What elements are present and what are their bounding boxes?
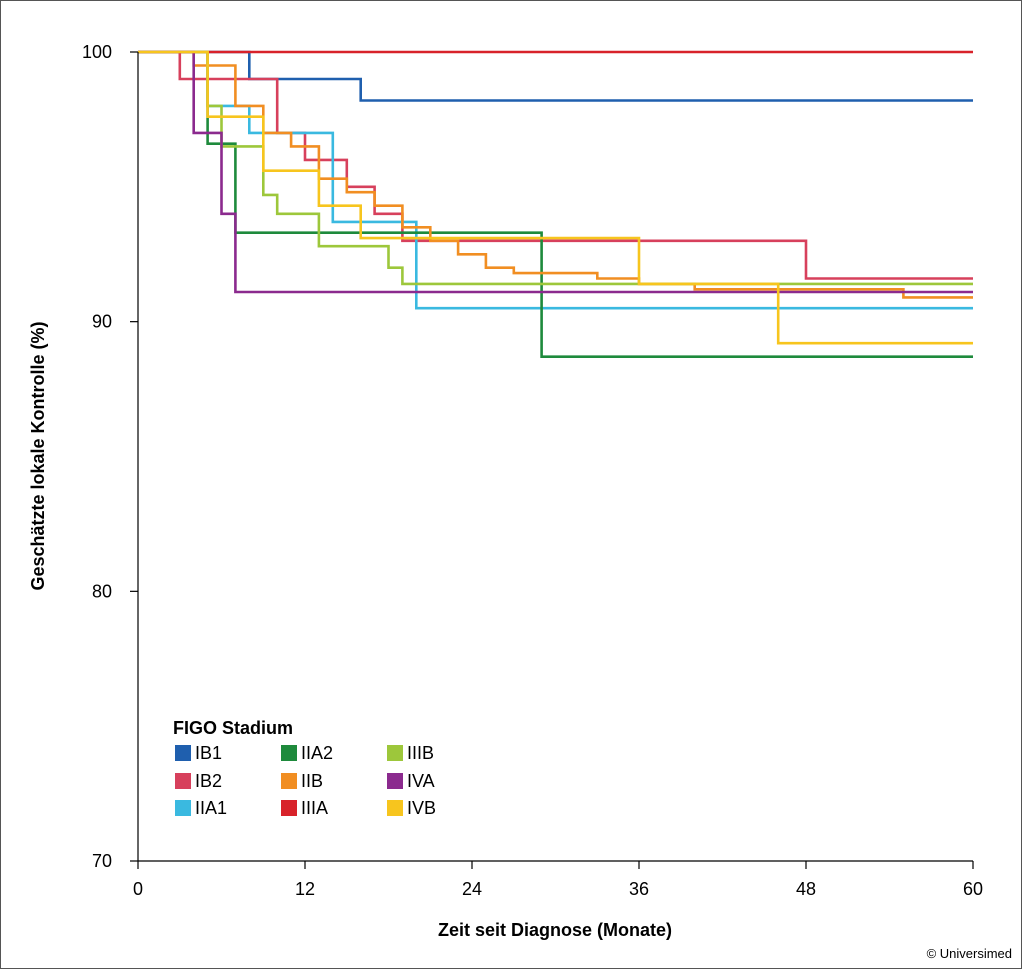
y-axis-title: Geschätzte lokale Kontrolle (%) (28, 321, 48, 590)
x-tick-label: 24 (462, 879, 482, 899)
legend-title: FIGO Stadium (173, 718, 293, 738)
legend-swatch-iia2 (281, 745, 297, 761)
series-line-ib2 (138, 50, 973, 280)
series-line-iia2 (138, 50, 973, 359)
legend-swatch-iiia (281, 800, 297, 816)
y-tick-label: 100 (82, 42, 112, 62)
legend-label-ib2: IB2 (195, 771, 222, 791)
series-line-ib1 (138, 50, 973, 102)
legend-label-iia1: IIA1 (195, 798, 227, 818)
legend-label-iiia: IIIA (301, 798, 328, 818)
y-tick-label: 80 (92, 581, 112, 601)
x-axis-title: Zeit seit Diagnose (Monate) (438, 920, 672, 940)
legend-swatch-iiib (387, 745, 403, 761)
legend-label-iiib: IIIB (407, 743, 434, 763)
legend-label-iia2: IIA2 (301, 743, 333, 763)
legend-swatch-iia1 (175, 800, 191, 816)
y-tick-label: 70 (92, 851, 112, 871)
ticks-layer: 0 12 24 36 48 60 70 80 90 100 (82, 42, 983, 899)
legend-items: IB1 IB2 IIA1 IIA2 IIB IIIA IIIB IVA IVB (175, 743, 436, 818)
legend-swatch-iib (281, 773, 297, 789)
axes-layer (137, 52, 973, 862)
legend-swatch-ivb (387, 800, 403, 816)
copyright-credit: © Universimed (927, 946, 1012, 961)
legend-swatch-iva (387, 773, 403, 789)
legend-label-ivb: IVB (407, 798, 436, 818)
x-tick-label: 60 (963, 879, 983, 899)
legend-swatch-ib1 (175, 745, 191, 761)
legend-label-iib: IIB (301, 771, 323, 791)
legend-label-ib1: IB1 (195, 743, 222, 763)
legend-swatch-ib2 (175, 773, 191, 789)
x-tick-label: 0 (133, 879, 143, 899)
x-tick-label: 36 (629, 879, 649, 899)
series-line-iiib (138, 50, 973, 286)
x-tick-label: 48 (796, 879, 816, 899)
series-line-ivb (138, 50, 973, 345)
y-tick-label: 90 (92, 312, 112, 332)
x-tick-label: 12 (295, 879, 315, 899)
series-layer (138, 50, 973, 359)
legend-label-iva: IVA (407, 771, 435, 791)
legend: FIGO Stadium IB1 IB2 IIA1 IIA2 IIB IIIA IIIB IV… (173, 718, 436, 818)
series-line-iva (138, 50, 973, 294)
